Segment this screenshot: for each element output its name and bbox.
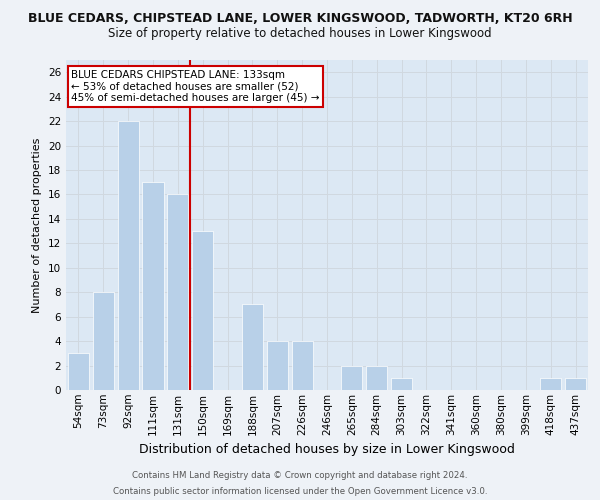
X-axis label: Distribution of detached houses by size in Lower Kingswood: Distribution of detached houses by size … bbox=[139, 443, 515, 456]
Bar bbox=[540, 378, 561, 390]
Bar bbox=[192, 231, 213, 390]
Text: BLUE CEDARS, CHIPSTEAD LANE, LOWER KINGSWOOD, TADWORTH, KT20 6RH: BLUE CEDARS, CHIPSTEAD LANE, LOWER KINGS… bbox=[28, 12, 572, 26]
Bar bbox=[93, 292, 114, 390]
Text: Contains HM Land Registry data © Crown copyright and database right 2024.: Contains HM Land Registry data © Crown c… bbox=[132, 472, 468, 480]
Bar bbox=[68, 354, 89, 390]
Bar bbox=[242, 304, 263, 390]
Bar bbox=[341, 366, 362, 390]
Text: BLUE CEDARS CHIPSTEAD LANE: 133sqm
← 53% of detached houses are smaller (52)
45%: BLUE CEDARS CHIPSTEAD LANE: 133sqm ← 53%… bbox=[71, 70, 320, 103]
Text: Contains public sector information licensed under the Open Government Licence v3: Contains public sector information licen… bbox=[113, 486, 487, 496]
Text: Size of property relative to detached houses in Lower Kingswood: Size of property relative to detached ho… bbox=[108, 28, 492, 40]
Bar bbox=[292, 341, 313, 390]
Bar bbox=[391, 378, 412, 390]
Bar bbox=[142, 182, 164, 390]
Bar bbox=[565, 378, 586, 390]
Bar bbox=[118, 121, 139, 390]
Bar bbox=[267, 341, 288, 390]
Bar bbox=[366, 366, 387, 390]
Y-axis label: Number of detached properties: Number of detached properties bbox=[32, 138, 43, 312]
Bar bbox=[167, 194, 188, 390]
